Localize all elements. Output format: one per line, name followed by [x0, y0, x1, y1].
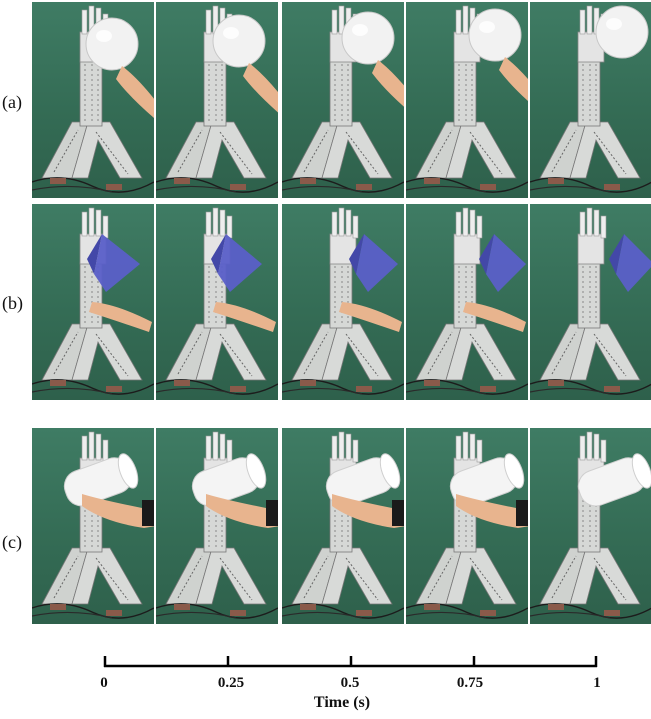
- frame-row-c: [32, 428, 651, 624]
- row-label-a: (a): [2, 92, 22, 112]
- robot-hand-photo: [32, 431, 154, 619]
- frame-a-4: [530, 2, 651, 198]
- tick-label-025: 0.25: [217, 675, 245, 691]
- row-label-c: (c): [2, 532, 22, 552]
- axis-title: Time (s): [313, 694, 371, 711]
- frame-a-1: [156, 2, 278, 198]
- row-label-b: (b): [2, 293, 23, 313]
- robot-hand-photo: [530, 431, 651, 619]
- frame-row-b: [32, 204, 651, 400]
- robot-hand-photo: [156, 207, 278, 395]
- robot-hand-photo: [156, 5, 278, 193]
- frame-c-2: [282, 428, 404, 624]
- time-axis: [103, 656, 598, 668]
- frame-a-0: [32, 2, 154, 198]
- robot-hand-photo: [406, 207, 528, 395]
- frame-c-1: [156, 428, 278, 624]
- robot-hand-photo: [530, 5, 651, 193]
- frame-b-3: [406, 204, 528, 400]
- robot-hand-photo: [156, 431, 278, 619]
- frame-c-0: [32, 428, 154, 624]
- frame-c-4: [530, 428, 651, 624]
- frame-b-4: [530, 204, 651, 400]
- robot-hand-photo: [32, 5, 154, 193]
- frame-row-a: [32, 2, 651, 198]
- frame-a-3: [406, 2, 528, 198]
- frame-a-2: [282, 2, 404, 198]
- tick-label-0: 0: [100, 675, 108, 691]
- robot-hand-photo: [282, 207, 404, 395]
- tick-label-1: 1: [593, 675, 601, 691]
- robot-hand-photo: [406, 5, 528, 193]
- tick-label-05: 0.5: [340, 675, 360, 691]
- robot-hand-photo: [530, 207, 651, 395]
- frame-c-3: [406, 428, 528, 624]
- robot-hand-photo: [406, 431, 528, 619]
- robot-hand-photo: [282, 5, 404, 193]
- frame-b-0: [32, 204, 154, 400]
- robot-hand-photo: [32, 207, 154, 395]
- frame-b-1: [156, 204, 278, 400]
- robot-hand-photo: [282, 431, 404, 619]
- frame-b-2: [282, 204, 404, 400]
- tick-label-075: 0.75: [456, 675, 484, 691]
